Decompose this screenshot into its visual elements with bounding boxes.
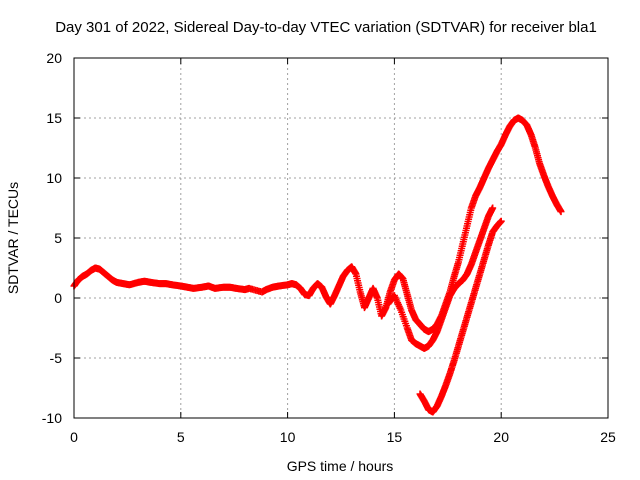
x-tick-label: 10 [280, 429, 296, 445]
data-point [489, 204, 497, 212]
data-points [70, 114, 565, 416]
y-tick-label: -5 [50, 350, 63, 366]
y-axis-label: SDTVAR / TECUs [5, 182, 21, 294]
x-tick-label: 25 [600, 429, 616, 445]
axis-ticks: 0 5 10 15 20 25 -10 -5 0 5 10 15 20 [42, 50, 616, 445]
grid-lines [74, 58, 608, 418]
x-tick-label: 0 [70, 429, 78, 445]
y-tick-label: 0 [54, 290, 62, 306]
data-series [384, 204, 497, 352]
data-point [557, 208, 565, 216]
y-tick-label: 15 [46, 110, 62, 126]
data-point [497, 217, 505, 225]
y-tick-label: 10 [46, 170, 62, 186]
data-series [70, 114, 565, 336]
y-tick-label: -10 [42, 410, 62, 426]
x-tick-label: 5 [177, 429, 185, 445]
x-tick-label: 20 [493, 429, 509, 445]
x-tick-label: 15 [387, 429, 403, 445]
chart-title: Day 301 of 2022, Sidereal Day-to-day VTE… [55, 19, 597, 36]
y-tick-label: 5 [54, 230, 62, 246]
data-series [416, 217, 505, 416]
y-tick-label: 20 [46, 50, 62, 66]
x-axis-label: GPS time / hours [287, 458, 394, 474]
